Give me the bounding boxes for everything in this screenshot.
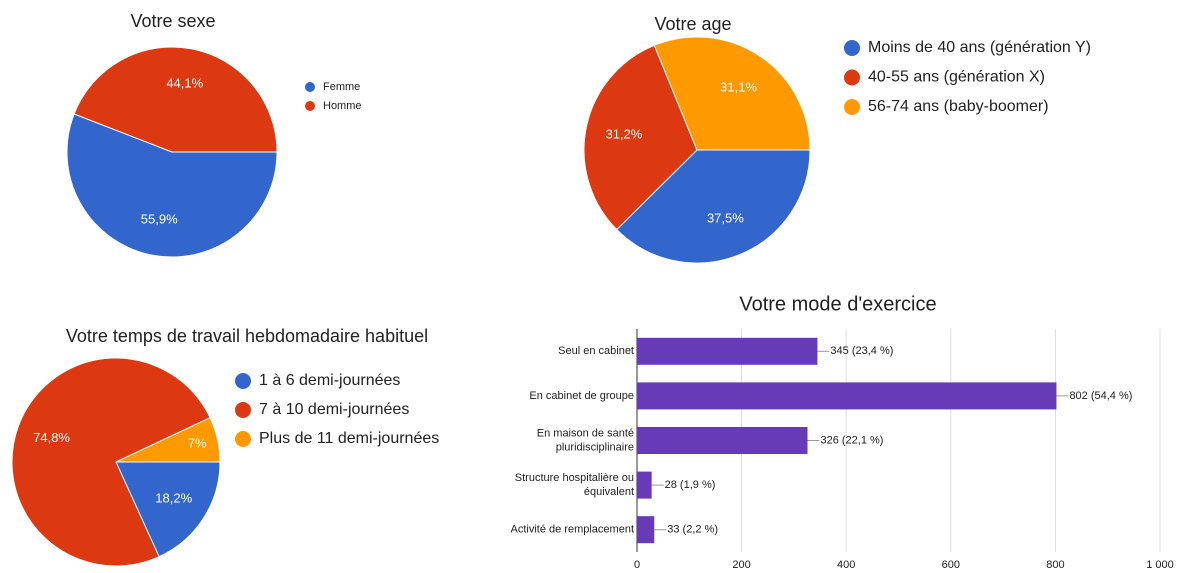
legend-label: Femme: [323, 81, 360, 93]
slice-label: 31,2%: [605, 127, 642, 142]
value-label: 345 (23,4 %): [830, 345, 893, 357]
pie-slice: [11, 357, 211, 567]
x-tick-label: 0: [634, 559, 640, 571]
legend-swatch: [844, 99, 860, 115]
chart-title: Votre age: [654, 14, 731, 34]
x-tick-label: 800: [1046, 559, 1064, 571]
bar: [637, 471, 652, 499]
value-label: 326 (22,1 %): [820, 434, 883, 446]
chart-title: Votre temps de travail hebdomadaire habi…: [66, 326, 428, 346]
slice-label: 44,1%: [166, 75, 203, 90]
bar: [637, 427, 808, 454]
legend-label: 1 à 6 demi-journées: [259, 372, 400, 389]
slice-label: 37,5%: [707, 210, 744, 225]
legend-swatch: [844, 69, 860, 86]
legend-label: Moins de 40 ans (génération Y): [868, 39, 1091, 56]
pie-slice: [115, 461, 221, 558]
legend-swatch: [235, 402, 251, 418]
y-tick-label: En cabinet de groupe: [529, 390, 634, 402]
y-tick-label: En maison de santé pluridisciplinaire: [537, 427, 634, 453]
y-tick-label: Structure hospitalière ou équivalent: [515, 472, 634, 498]
legend-swatch: [235, 373, 251, 389]
legend-swatch: [305, 82, 315, 92]
legend-label: Plus de 11 demi-journées: [259, 430, 439, 447]
y-tick-label: Seul en cabinet: [558, 345, 634, 357]
slice-label: 74,8%: [33, 430, 70, 445]
legend-label: 7 à 10 demi-journées: [259, 401, 409, 418]
x-tick-label: 400: [837, 559, 855, 571]
legend-label: 40-55 ans (génération X): [868, 69, 1045, 86]
x-tick-label: 600: [942, 559, 960, 571]
y-tick-label: Activité de remplacement: [511, 524, 635, 536]
legend-swatch: [844, 40, 860, 56]
slice-label: 55,9%: [141, 212, 178, 227]
pie-slice: [653, 36, 811, 151]
value-label: 33 (2,2 %): [667, 524, 718, 536]
legend-swatch: [235, 431, 251, 447]
pie-slice: [616, 149, 811, 264]
pie-slice: [73, 46, 278, 153]
pie-slice: [66, 113, 278, 258]
chart-title: Votre sexe: [130, 11, 215, 31]
chart-title: Votre mode d'exercice: [739, 293, 936, 315]
slice-label: 31,1%: [720, 80, 757, 95]
pie-slice: [115, 417, 221, 463]
x-tick-label: 1 000: [1146, 559, 1174, 571]
x-tick-label: 200: [732, 559, 750, 571]
legend-swatch: [305, 101, 315, 111]
slice-label: 7%: [188, 435, 207, 450]
legend-label: 56-74 ans (baby-boomer): [868, 98, 1049, 115]
pie-slice: [583, 44, 698, 231]
bar: [637, 382, 1057, 410]
slice-label: 18,2%: [155, 491, 192, 506]
legend-label: Homme: [323, 100, 362, 112]
value-label: 28 (1,9 %): [665, 479, 716, 491]
bar: [637, 337, 818, 365]
bar: [637, 516, 655, 544]
value-label: 802 (54,4 %): [1069, 390, 1132, 402]
